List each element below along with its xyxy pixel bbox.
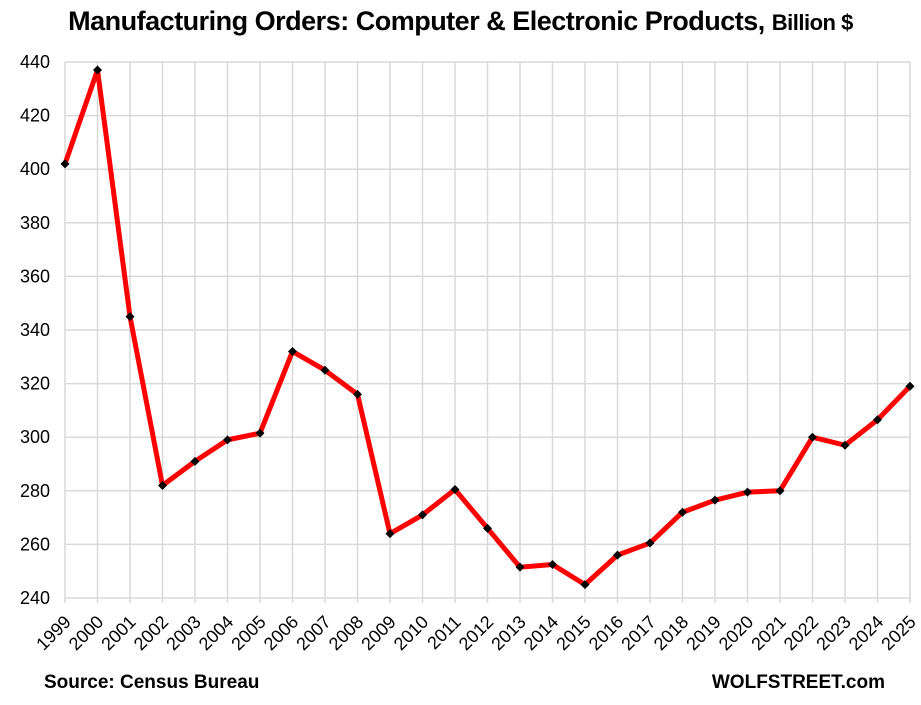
x-tick-label: 2009 <box>357 612 399 654</box>
x-tick-label: 2008 <box>325 612 367 654</box>
y-tick-label: 280 <box>20 481 50 501</box>
x-tick-label: 2014 <box>520 612 562 654</box>
data-point-marker <box>645 538 655 548</box>
data-point-marker <box>353 389 362 399</box>
x-tick-label: 2015 <box>552 612 594 654</box>
x-tick-label: 2025 <box>877 612 919 654</box>
x-tick-label: 2010 <box>390 612 432 654</box>
data-point-marker <box>548 560 557 569</box>
data-point-marker <box>288 346 297 356</box>
y-tick-label: 420 <box>20 106 50 126</box>
x-tick-label: 2004 <box>195 612 237 654</box>
data-point-marker <box>60 159 70 169</box>
wolfstreet-watermark: WOLFSTREET.com <box>711 672 885 693</box>
data-point-marker <box>320 365 330 375</box>
data-point-marker <box>255 428 265 438</box>
x-tick-label: 2011 <box>423 612 465 654</box>
x-tick-label: 2016 <box>585 612 627 654</box>
data-point-marker <box>418 510 427 520</box>
data-point-marker <box>808 432 817 442</box>
x-tick-label: 2022 <box>780 612 822 654</box>
x-tick-label: 2001 <box>97 612 139 654</box>
data-point-marker <box>158 480 167 490</box>
y-tick-label: 320 <box>20 374 50 394</box>
x-tick-label: 2007 <box>292 612 334 654</box>
x-tick-label: 1999 <box>32 612 74 654</box>
y-tick-label: 400 <box>20 159 50 179</box>
y-tick-label: 340 <box>20 320 50 340</box>
x-tick-label: 2017 <box>617 612 659 654</box>
x-tick-label: 2002 <box>130 612 172 654</box>
chart-title-main: Manufacturing Orders: Computer & Electro… <box>68 6 765 36</box>
data-point-marker <box>840 440 850 450</box>
x-tick-label: 2013 <box>487 612 529 654</box>
data-point-marker <box>905 381 915 391</box>
y-tick-label: 240 <box>20 588 50 608</box>
data-point-marker <box>710 495 720 505</box>
x-tick-label: 2005 <box>227 612 269 654</box>
x-tick-label: 2020 <box>715 612 757 654</box>
data-point-marker <box>93 65 102 75</box>
data-point-marker <box>385 529 395 539</box>
y-tick-label: 440 <box>20 52 50 72</box>
y-tick-label: 380 <box>20 213 50 233</box>
y-tick-label: 300 <box>20 427 50 447</box>
data-point-marker <box>678 507 687 517</box>
gridlines <box>64 61 911 603</box>
data-point-marker <box>450 484 460 494</box>
source-note: Source: Census Bureau <box>44 672 260 693</box>
data-point-marker <box>775 486 785 496</box>
data-point-marker <box>613 550 622 560</box>
x-axis-labels: 1999200020012002200320042005200620072008… <box>32 612 919 654</box>
x-tick-label: 2024 <box>845 612 887 654</box>
chart-title: Manufacturing Orders: Computer & Electro… <box>0 6 921 37</box>
data-point-marker <box>580 580 590 590</box>
x-tick-label: 2003 <box>162 612 204 654</box>
data-point-marker <box>125 312 135 322</box>
data-point-marker <box>223 435 232 445</box>
y-tick-label: 360 <box>20 266 50 286</box>
x-tick-label: 2006 <box>260 612 302 654</box>
x-tick-label: 2021 <box>747 612 789 654</box>
data-point-marker <box>483 523 492 533</box>
data-point-marker <box>743 487 752 497</box>
x-tick-label: 2000 <box>65 612 107 654</box>
data-point-marker <box>873 415 882 425</box>
x-tick-label: 2023 <box>812 612 854 654</box>
y-axis-labels: 240 260 280 300 320 340 360 380 400 420 440 <box>20 52 50 608</box>
x-tick-label: 2019 <box>682 612 724 654</box>
x-tick-label: 2018 <box>650 612 692 654</box>
data-point-markers <box>60 65 915 590</box>
data-point-marker <box>515 562 525 572</box>
data-point-marker <box>190 456 200 466</box>
x-tick-label: 2012 <box>455 612 497 654</box>
chart-title-suffix: Billion $ <box>771 10 854 35</box>
y-tick-label: 260 <box>20 534 50 554</box>
